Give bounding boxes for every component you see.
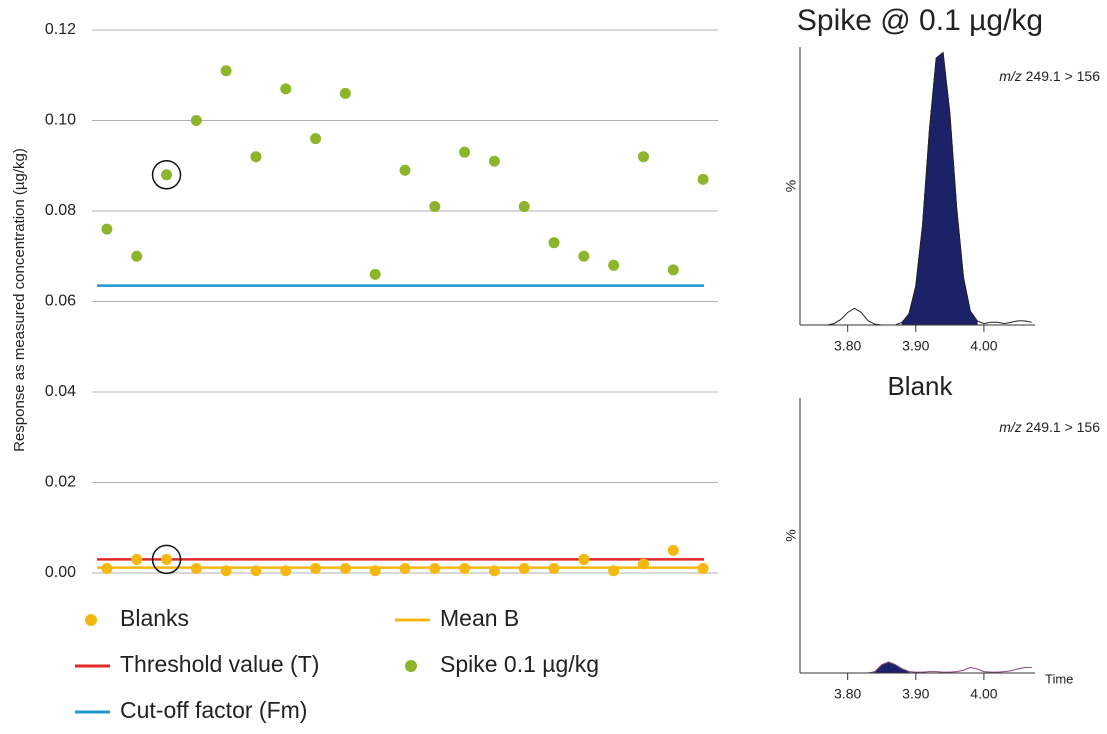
y-tick-label: 0.06 <box>45 293 76 310</box>
point <box>429 200 441 212</box>
point <box>250 151 262 163</box>
point <box>459 146 471 158</box>
point <box>280 565 292 577</box>
y-tick-label: 0.02 <box>45 474 76 491</box>
point <box>161 553 173 565</box>
point <box>608 259 620 271</box>
point <box>310 562 322 574</box>
point <box>310 133 322 145</box>
legend-marker <box>85 614 97 626</box>
point <box>369 268 381 280</box>
point <box>339 87 351 99</box>
trace <box>806 51 1032 326</box>
point <box>518 200 530 212</box>
legend-label: Spike 0.1 µg/kg <box>440 651 599 677</box>
y-axis-label: % <box>783 180 799 192</box>
point <box>697 562 709 574</box>
annotation-text: 249.1 > 156 <box>1026 68 1101 84</box>
point <box>578 553 590 565</box>
annotation-italic: m/z <box>999 419 1022 435</box>
point <box>578 250 590 262</box>
y-tick-label: 0.12 <box>45 21 76 38</box>
x-axis-label: Time <box>1045 671 1073 686</box>
point <box>488 565 500 577</box>
x-tick-label: 3.80 <box>834 338 861 354</box>
y-axis-label: Response as measured concentration (µg/k… <box>11 148 28 452</box>
point <box>459 562 471 574</box>
annotation: m/z 249.1 > 156 <box>999 419 1100 435</box>
x-tick-label: 4.00 <box>970 338 997 354</box>
point <box>101 562 113 574</box>
point <box>399 562 411 574</box>
point <box>548 237 560 249</box>
point <box>608 565 620 577</box>
x-tick-label: 3.80 <box>834 686 861 702</box>
point <box>637 558 649 570</box>
point <box>190 115 202 126</box>
point <box>429 562 441 574</box>
point <box>220 565 232 577</box>
point <box>131 553 143 565</box>
panel-title: Blank <box>887 371 953 401</box>
trace <box>806 661 1032 674</box>
highlight-circle <box>151 544 182 575</box>
point <box>548 562 560 574</box>
point <box>518 562 530 574</box>
point <box>637 151 649 163</box>
point <box>280 83 292 95</box>
point <box>488 155 500 167</box>
point <box>190 562 202 574</box>
annotation-italic: m/z <box>999 68 1022 84</box>
point <box>339 562 351 574</box>
annotation-text: 249.1 > 156 <box>1026 419 1101 435</box>
x-tick-label: 3.90 <box>902 686 929 702</box>
point <box>250 565 262 577</box>
x-tick-label: 4.00 <box>970 686 997 702</box>
highlight-circle <box>151 160 182 190</box>
point <box>131 250 143 262</box>
legend-label: Blanks <box>120 605 189 631</box>
legend-label: Mean B <box>440 605 519 631</box>
point <box>667 544 679 556</box>
y-tick-label: 0.00 <box>45 564 76 581</box>
y-tick-label: 0.10 <box>45 112 76 129</box>
x-tick-label: 3.90 <box>902 338 929 354</box>
y-axis-label: % <box>783 529 799 541</box>
point <box>697 173 709 185</box>
point <box>220 65 232 77</box>
y-tick-label: 0.08 <box>45 202 76 219</box>
peak-area <box>901 51 978 326</box>
y-tick-label: 0.04 <box>45 383 76 400</box>
point <box>399 164 411 176</box>
legend-label: Cut-off factor (Fm) <box>120 697 307 723</box>
point <box>369 565 381 577</box>
panel-title: Spike @ 0.1 µg/kg <box>797 4 1043 37</box>
point <box>101 223 113 235</box>
point <box>161 169 173 181</box>
legend-marker <box>405 660 417 672</box>
annotation: m/z 249.1 > 156 <box>999 68 1100 84</box>
point <box>667 264 679 276</box>
legend-label: Threshold value (T) <box>120 651 319 677</box>
